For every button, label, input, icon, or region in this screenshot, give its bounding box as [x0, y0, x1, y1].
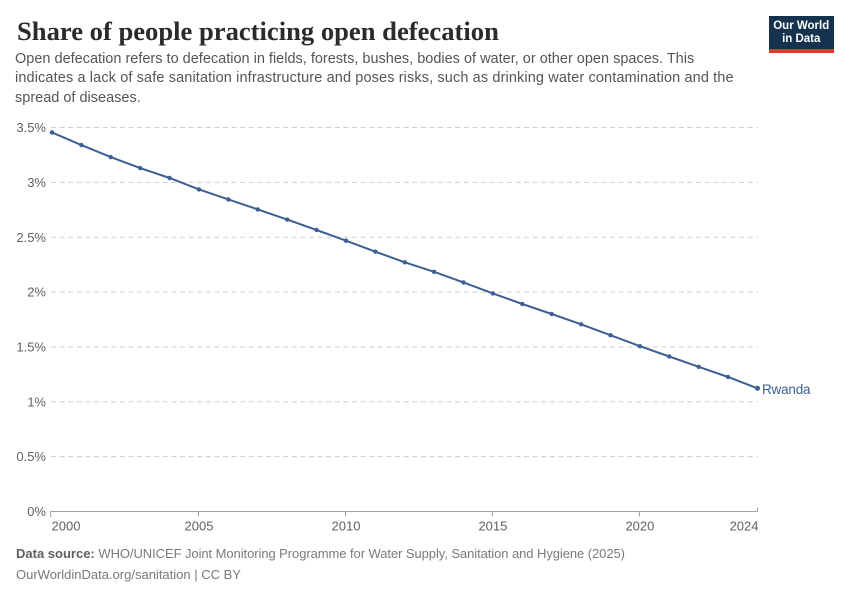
svg-text:2000: 2000: [52, 519, 81, 534]
svg-text:2%: 2%: [27, 285, 46, 300]
svg-text:3.5%: 3.5%: [16, 120, 46, 135]
svg-text:1.5%: 1.5%: [16, 340, 46, 355]
svg-text:1%: 1%: [27, 394, 46, 409]
svg-text:2.5%: 2.5%: [16, 230, 46, 245]
svg-text:Rwanda: Rwanda: [762, 382, 811, 397]
svg-text:2015: 2015: [478, 519, 507, 534]
svg-text:3%: 3%: [27, 175, 46, 190]
svg-text:2020: 2020: [625, 519, 654, 534]
svg-text:0%: 0%: [27, 504, 46, 519]
svg-text:2005: 2005: [185, 519, 214, 534]
svg-text:2024: 2024: [730, 519, 759, 534]
svg-text:2010: 2010: [332, 519, 361, 534]
svg-text:0.5%: 0.5%: [16, 449, 46, 464]
